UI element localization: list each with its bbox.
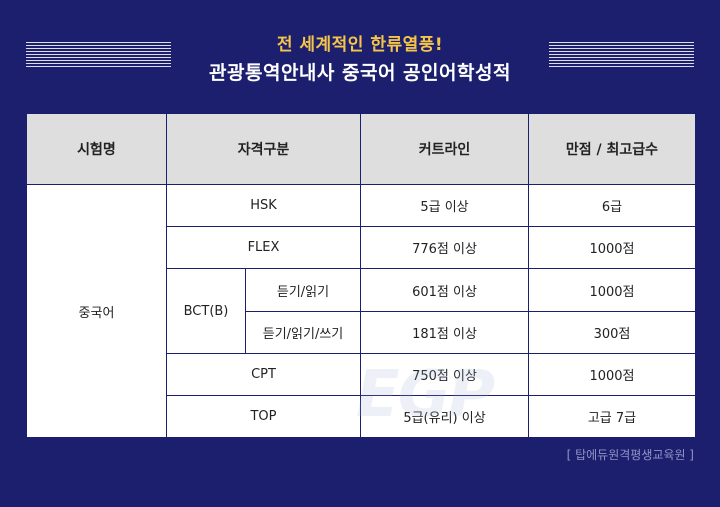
exam-name-cell: 중국어: [26, 184, 167, 438]
header-qualification: 자격구분: [166, 112, 361, 186]
source-caption: [ 탑에듀원격평생교육원 ]: [566, 448, 694, 462]
cutline-cell: 601점 이상: [360, 268, 529, 312]
qualification-cell: FLEX: [166, 226, 361, 270]
cutline-cell: 5급 이상: [360, 184, 529, 228]
sub-qualification-cell: 듣기/읽기: [245, 268, 361, 312]
max-score-cell: 1000점: [528, 226, 696, 270]
qualification-cell: TOP: [166, 394, 361, 439]
cutline-cell: 750점 이상: [360, 352, 529, 396]
header-cutline: 커트라인: [360, 112, 529, 186]
cutline-cell: 181점 이상: [360, 310, 529, 354]
score-table: 시험명 자격구분 커트라인 만점 / 최고급수 중국어 HSK 5급 이상 6급…: [26, 112, 696, 439]
score-table-container: 시험명 자격구분 커트라인 만점 / 최고급수 중국어 HSK 5급 이상 6급…: [26, 112, 696, 439]
table-row: CPT 750점 이상 1000점: [27, 352, 696, 396]
max-score-cell: 6급: [528, 184, 696, 228]
table-row: FLEX 776점 이상 1000점: [27, 226, 696, 270]
table-row: 듣기/읽기/쓰기 181점 이상 300점: [27, 310, 696, 354]
max-score-cell: 1000점: [528, 268, 696, 312]
decorative-stripes-left: [26, 42, 171, 68]
max-score-cell: 1000점: [528, 352, 696, 396]
table-row: 중국어 HSK 5급 이상 6급: [26, 184, 696, 438]
cutline-cell: 776점 이상: [360, 226, 529, 270]
qualification-cell: CPT: [166, 352, 361, 396]
page-subtitle: 전 세계적인 한류열풍!: [276, 35, 444, 55]
header-exam: 시험명: [26, 112, 167, 186]
max-score-cell: 300점: [528, 310, 696, 354]
page-title: 관광통역안내사 중국어 공인어학성적: [209, 62, 511, 84]
sub-qualification-cell: 듣기/읽기/쓰기: [245, 310, 361, 354]
qualification-cell: HSK: [166, 184, 361, 228]
header-max-score: 만점 / 최고급수: [528, 112, 696, 186]
table-header-row: 시험명 자격구분 커트라인 만점 / 최고급수: [26, 112, 696, 186]
cutline-cell: 5급(유리) 이상: [360, 394, 529, 439]
table-row: BCT(B) 듣기/읽기 601점 이상 1000점: [27, 268, 696, 354]
max-score-cell: 고급 7급: [528, 394, 696, 439]
table-row: TOP 5급(유리) 이상 고급 7급: [27, 394, 696, 439]
decorative-stripes-right: [549, 42, 694, 68]
qualification-cell: BCT(B): [166, 268, 246, 354]
